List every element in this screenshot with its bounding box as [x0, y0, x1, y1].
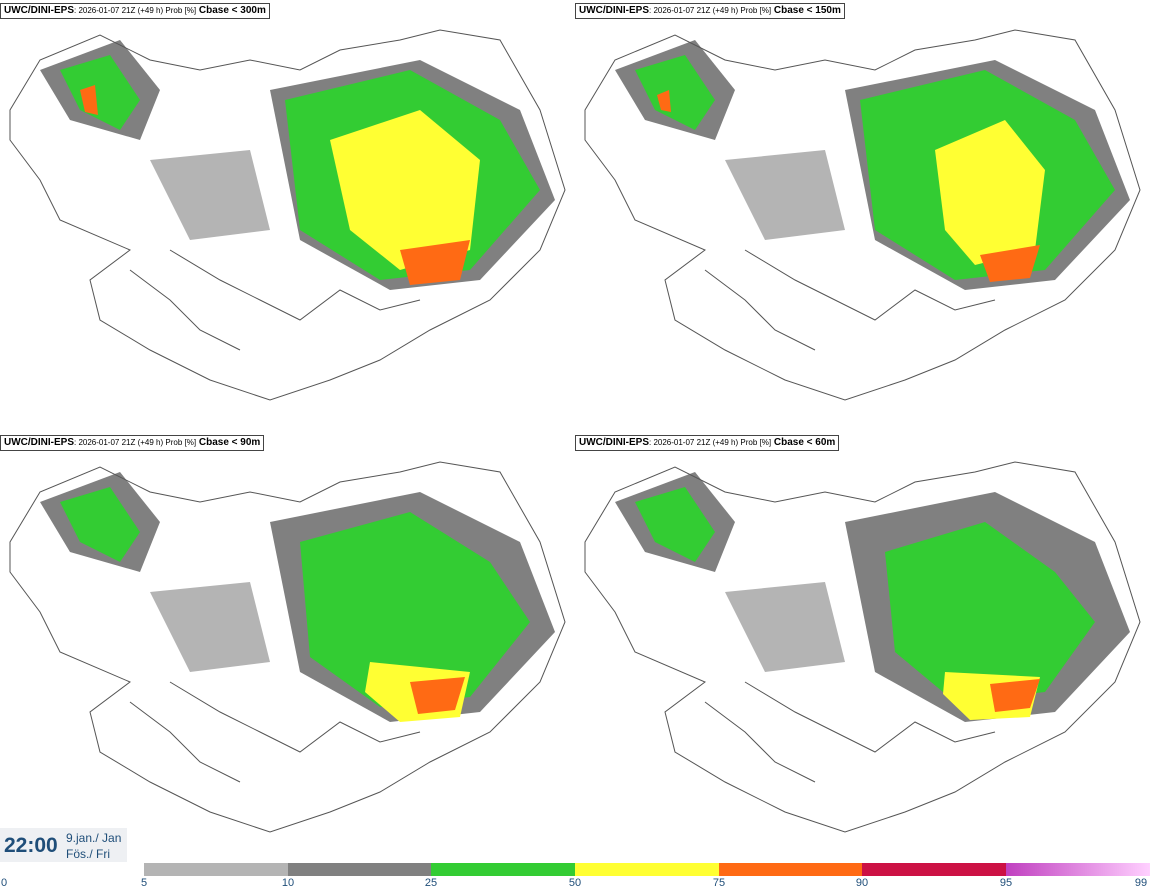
coastline: [584, 461, 1141, 833]
threshold-label: Cbase < 60m: [773, 437, 836, 448]
model-name: UWC/DINI-EPS: [579, 437, 649, 448]
valid-time: 22:00: [4, 834, 58, 857]
iceland-map: [9, 29, 566, 401]
panel-title: UWC/DINI-EPS: 2026-01-07 21Z (+49 h) Pro…: [0, 435, 265, 451]
legend-label: 99: [1134, 877, 1148, 889]
run-info: : 2026-01-07 21Z (+49 h) Prob [%]: [74, 438, 197, 447]
model-name: UWC/DINI-EPS: [4, 437, 74, 448]
map-panel-90m: UWC/DINI-EPS: 2026-01-07 21Z (+49 h) Pro…: [0, 432, 575, 864]
probability-field: [40, 472, 555, 722]
panel-title: UWC/DINI-EPS: 2026-01-07 21Z (+49 h) Pro…: [575, 3, 845, 19]
valid-time-box: 22:00 9.jan./ Jan Fös./ Fri: [0, 828, 127, 862]
legend-label: 75: [712, 877, 726, 889]
legend-swatch-50-75: [575, 863, 719, 876]
iceland-map: [9, 461, 566, 833]
legend-label: 25: [424, 877, 438, 889]
threshold-label: Cbase < 90m: [198, 437, 261, 448]
probability-field: [40, 40, 555, 290]
run-info: : 2026-01-07 21Z (+49 h) Prob [%]: [649, 438, 772, 447]
legend-swatch-75-90: [719, 863, 862, 876]
legend-label: 10: [281, 877, 295, 889]
map-panel-150m: UWC/DINI-EPS: 2026-01-07 21Z (+49 h) Pro…: [575, 0, 1150, 432]
legend-label: 0: [0, 877, 8, 889]
legend-label: 50: [568, 877, 582, 889]
coastline: [9, 29, 566, 401]
iceland-map: [584, 461, 1141, 833]
legend-swatch-95-99: [1006, 863, 1150, 876]
threshold-label: Cbase < 150m: [773, 5, 841, 16]
map-panel-60m: UWC/DINI-EPS: 2026-01-07 21Z (+49 h) Pro…: [575, 432, 1150, 864]
legend-swatch-10-25: [288, 863, 431, 876]
legend-label: 5: [140, 877, 148, 889]
legend-swatch-90-95: [862, 863, 1006, 876]
run-info: : 2026-01-07 21Z (+49 h) Prob [%]: [649, 6, 772, 15]
coastline: [584, 29, 1141, 401]
model-name: UWC/DINI-EPS: [579, 5, 649, 16]
legend-label: 95: [999, 877, 1013, 889]
valid-weekday: Fös./ Fri: [66, 847, 110, 861]
valid-date: 9.jan./ Jan: [66, 831, 122, 845]
map-panel-300m: UWC/DINI-EPS: 2026-01-07 21Z (+49 h) Pro…: [0, 0, 575, 432]
legend-swatch-25-50: [431, 863, 575, 876]
panel-title: UWC/DINI-EPS: 2026-01-07 21Z (+49 h) Pro…: [575, 435, 840, 451]
coastline: [9, 461, 566, 833]
legend-label: 90: [855, 877, 869, 889]
run-info: : 2026-01-07 21Z (+49 h) Prob [%]: [74, 6, 197, 15]
iceland-map: [584, 29, 1141, 401]
probability-field: [615, 472, 1130, 722]
model-name: UWC/DINI-EPS: [4, 5, 74, 16]
panel-title: UWC/DINI-EPS: 2026-01-07 21Z (+49 h) Pro…: [0, 3, 270, 19]
threshold-label: Cbase < 300m: [198, 5, 266, 16]
legend-swatch-5-10: [144, 863, 288, 876]
probability-field: [615, 40, 1130, 290]
